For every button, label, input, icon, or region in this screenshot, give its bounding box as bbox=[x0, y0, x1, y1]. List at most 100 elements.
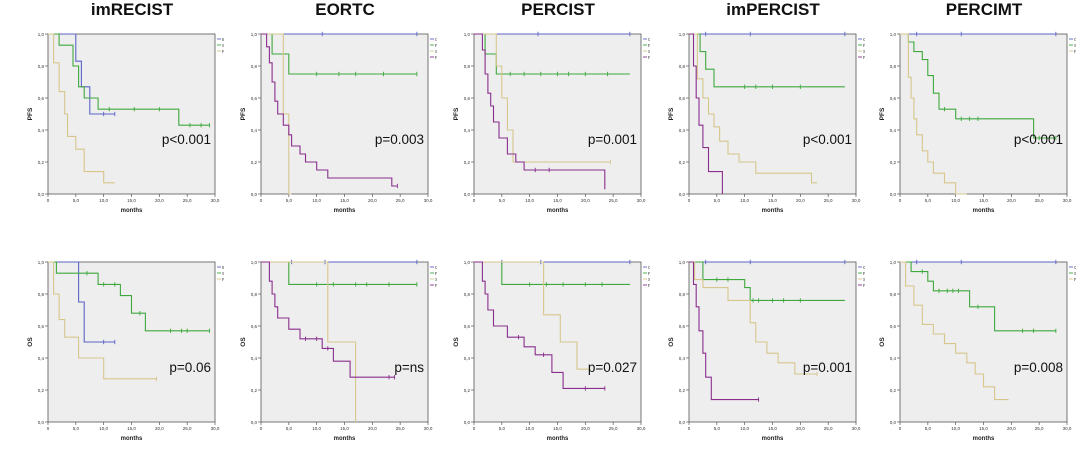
km-panel-os: 0,0 0,2 0,4 0,6 0,8 1,0 0 5,0 10,0 15,0 20,0 25,0 30… bbox=[876, 258, 1084, 453]
legend-label: PMD bbox=[435, 283, 437, 288]
p-value-label: p<0.001 bbox=[1014, 132, 1063, 147]
x-tick-label: 0 bbox=[688, 426, 691, 431]
y-tick-label: 0,2 bbox=[679, 160, 686, 165]
y-tick-label: 0,6 bbox=[464, 96, 471, 101]
x-axis-label: months bbox=[547, 436, 569, 442]
x-tick-label: 5,0 bbox=[286, 198, 293, 203]
y-axis-label: OS bbox=[453, 337, 460, 347]
y-tick-label: 1,0 bbox=[251, 260, 258, 265]
km-curve-pmd bbox=[261, 33, 398, 187]
km-curve-smd bbox=[474, 261, 591, 370]
y-tick-label: 0,6 bbox=[679, 96, 686, 101]
x-tick-label: 10,0 bbox=[951, 198, 960, 203]
legend-label: PMD bbox=[435, 55, 437, 60]
y-tick-label: 0,2 bbox=[890, 160, 897, 165]
y-tick-label: 0,8 bbox=[464, 64, 471, 69]
plot-area bbox=[899, 33, 1068, 195]
y-tick-label: 0,6 bbox=[251, 96, 258, 101]
x-tick-label: 5,0 bbox=[73, 198, 80, 203]
y-tick-label: 0,0 bbox=[679, 420, 686, 425]
x-tick-label: 30,0 bbox=[1063, 426, 1072, 431]
y-tick-label: 0,6 bbox=[679, 324, 686, 329]
legend-label: PMD bbox=[863, 283, 865, 288]
y-tick-label: 0,4 bbox=[251, 128, 258, 133]
km-curve-irr bbox=[48, 33, 115, 115]
y-tick-label: 0,0 bbox=[38, 420, 45, 425]
y-tick-label: 1,0 bbox=[251, 32, 258, 37]
km-curve-pmd bbox=[900, 261, 1009, 401]
km-chart: 0,0 0,2 0,4 0,6 0,8 1,0 0 5,0 10,0 15,0 20,0 25,0 30… bbox=[453, 259, 659, 442]
y-tick-label: 1,0 bbox=[464, 260, 471, 265]
km-panel-os: 0,0 0,2 0,4 0,6 0,8 1,0 0 5,0 10,0 15,0 20,0 25,0 30… bbox=[665, 258, 874, 453]
x-tick-label: 20,0 bbox=[1007, 426, 1016, 431]
plot-area bbox=[688, 261, 857, 423]
y-axis-label: PFS bbox=[240, 107, 247, 120]
y-tick-label: 1,0 bbox=[679, 260, 686, 265]
legend-label: SMD bbox=[1074, 43, 1076, 48]
x-tick-label: 5,0 bbox=[499, 198, 506, 203]
y-axis-label: OS bbox=[879, 337, 886, 347]
x-tick-label: 10,0 bbox=[99, 198, 108, 203]
y-tick-label: 0,6 bbox=[464, 324, 471, 329]
legend-label: PMR bbox=[648, 271, 650, 276]
km-chart: 0,0 0,2 0,4 0,6 0,8 1,0 0 5,0 10,0 15,0 20,0 25,0 30… bbox=[668, 259, 874, 442]
x-axis-label: months bbox=[121, 208, 143, 214]
x-tick-label: 0 bbox=[47, 426, 50, 431]
x-tick-label: 25,0 bbox=[1035, 198, 1044, 203]
x-tick-label: 10,0 bbox=[740, 426, 749, 431]
y-tick-label: 0,4 bbox=[464, 356, 471, 361]
x-tick-label: 10,0 bbox=[312, 426, 321, 431]
column-title: PERCIST bbox=[521, 0, 595, 19]
y-tick-label: 1,0 bbox=[890, 260, 897, 265]
legend-label: CMR bbox=[648, 37, 650, 42]
legend-label: PMR bbox=[863, 271, 865, 276]
x-axis-label: months bbox=[762, 208, 784, 214]
x-tick-label: 15,0 bbox=[979, 426, 988, 431]
plot-area bbox=[473, 33, 642, 195]
y-tick-label: 0,2 bbox=[679, 388, 686, 393]
x-tick-label: 25,0 bbox=[183, 426, 192, 431]
y-tick-label: 0,0 bbox=[890, 420, 897, 425]
y-tick-label: 0,4 bbox=[890, 356, 897, 361]
x-tick-label: 30,0 bbox=[852, 426, 861, 431]
x-tick-label: 0 bbox=[260, 426, 263, 431]
km-curve-pmd bbox=[261, 261, 395, 378]
km-chart: 0,0 0,2 0,4 0,6 0,8 1,0 0 5,0 10,0 15,0 20,0 25,0 30… bbox=[240, 31, 446, 214]
legend-label: PMD bbox=[648, 55, 650, 60]
y-tick-label: 0,0 bbox=[464, 192, 471, 197]
km-panel-os: 0,0 0,2 0,4 0,6 0,8 1,0 0 5,0 10,0 15,0 20,0 25,0 30… bbox=[24, 258, 231, 453]
x-tick-label: 0 bbox=[899, 426, 902, 431]
y-tick-label: 0,4 bbox=[890, 128, 897, 133]
y-tick-label: 0,6 bbox=[890, 96, 897, 101]
legend-label: PD bbox=[222, 277, 224, 282]
p-value-label: p=ns bbox=[394, 360, 424, 375]
column-title: PERCIMT bbox=[945, 0, 1023, 19]
p-value-label: p<0.001 bbox=[162, 132, 211, 147]
x-tick-label: 10,0 bbox=[740, 198, 749, 203]
x-tick-label: 20,0 bbox=[1007, 198, 1016, 203]
x-tick-label: 15,0 bbox=[768, 198, 777, 203]
p-value-label: p=0.001 bbox=[588, 132, 637, 147]
km-panel-pfs: 0,0 0,2 0,4 0,6 0,8 1,0 0 5,0 10,0 15,0 20,0 25,0 30… bbox=[450, 30, 659, 225]
plot-area bbox=[899, 261, 1068, 423]
x-tick-label: 10,0 bbox=[525, 198, 534, 203]
x-axis-label: months bbox=[334, 436, 356, 442]
x-tick-label: 5,0 bbox=[286, 426, 293, 431]
y-tick-label: 0,4 bbox=[679, 128, 686, 133]
x-tick-label: 0 bbox=[473, 198, 476, 203]
km-chart: 0,0 0,2 0,4 0,6 0,8 1,0 0 5,0 10,0 15,0 20,0 25,0 30… bbox=[668, 31, 874, 214]
column-title: imRECIST bbox=[90, 0, 174, 19]
x-axis-label: months bbox=[973, 436, 995, 442]
plot-area bbox=[473, 261, 642, 423]
x-tick-label: 15,0 bbox=[340, 426, 349, 431]
x-tick-label: 25,0 bbox=[183, 198, 192, 203]
x-tick-label: 20,0 bbox=[368, 426, 377, 431]
y-tick-label: 1,0 bbox=[464, 32, 471, 37]
legend-label: CMR bbox=[863, 37, 865, 42]
km-curve-smd bbox=[689, 261, 817, 375]
y-tick-label: 0,4 bbox=[464, 128, 471, 133]
x-tick-label: 10,0 bbox=[951, 426, 960, 431]
km-chart: 0,0 0,2 0,4 0,6 0,8 1,0 0 5,0 10,0 15,0 20,0 25,0 30… bbox=[879, 259, 1084, 442]
x-tick-label: 30,0 bbox=[424, 198, 433, 203]
y-tick-label: 1,0 bbox=[38, 260, 45, 265]
